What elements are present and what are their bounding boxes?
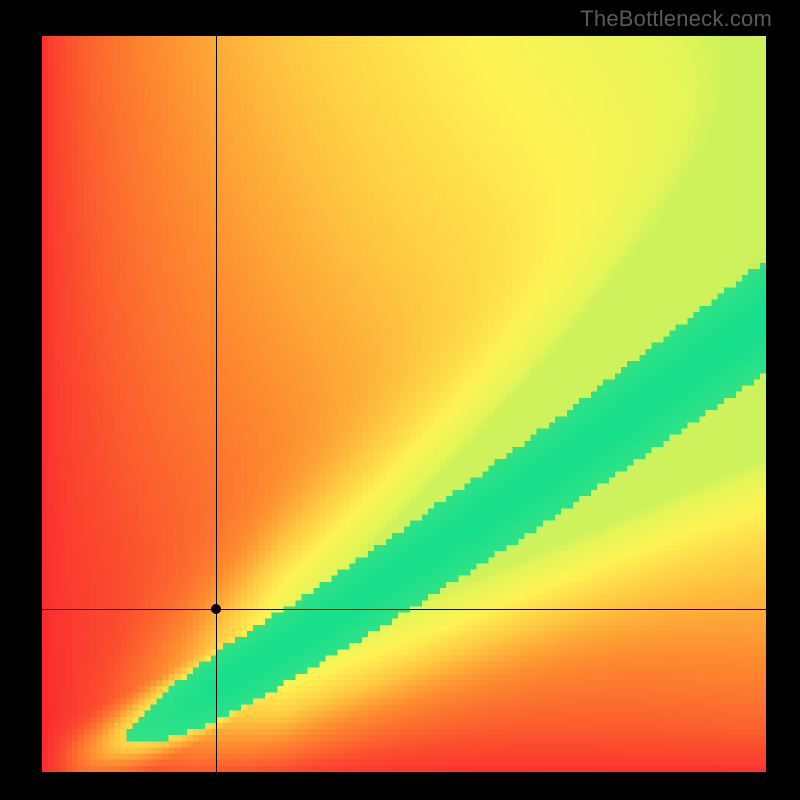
heatmap-plot	[42, 36, 766, 772]
watermark-text: TheBottleneck.com	[580, 6, 772, 32]
crosshair-marker-dot	[211, 604, 221, 614]
crosshair-vertical	[216, 36, 217, 772]
crosshair-horizontal	[42, 609, 766, 610]
heatmap-canvas	[42, 36, 766, 772]
